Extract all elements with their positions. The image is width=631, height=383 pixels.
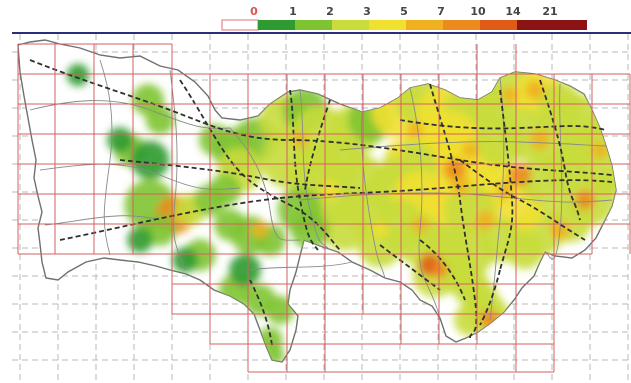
legend-swatch-8	[517, 20, 587, 30]
rail-line	[419, 239, 466, 301]
rail-line	[379, 244, 441, 291]
legend-label-7: 14	[505, 5, 521, 18]
heat-blob	[229, 254, 261, 286]
heat-blob	[474, 114, 526, 166]
heat-blob	[265, 345, 285, 362]
heat-blob	[462, 142, 478, 158]
heat-blob	[290, 210, 330, 250]
heat-blob	[130, 140, 170, 180]
rail-line	[59, 179, 613, 241]
boundary-line	[99, 59, 113, 256]
heat-blob	[265, 295, 295, 325]
legend-label-3: 3	[363, 5, 371, 18]
heat-blob	[412, 217, 428, 233]
boundary-line	[299, 89, 331, 251]
legend-label-6: 10	[470, 5, 486, 18]
legend-label-4: 5	[400, 5, 408, 18]
heat-blob	[145, 105, 175, 135]
internal-boundaries	[29, 59, 613, 321]
legend-swatch-1	[258, 20, 295, 30]
heat-blob	[575, 190, 595, 210]
legend-swatch-7	[480, 20, 517, 30]
heat-blob	[450, 175, 470, 195]
boundary-line	[229, 127, 301, 241]
rail-line	[459, 159, 586, 241]
boundary-line	[29, 100, 231, 129]
boundary-line	[39, 163, 241, 190]
legend-label-0: 0	[250, 5, 258, 18]
grid-solid-lines	[17, 43, 631, 373]
legend-bar	[221, 19, 587, 31]
heat-blob	[560, 130, 600, 170]
heat-blob	[525, 80, 545, 100]
heat-blob	[252, 222, 268, 238]
heat-blob	[372, 222, 388, 238]
heat-blob	[432, 262, 448, 278]
heat-blob	[505, 230, 545, 270]
legend-label-1: 1	[289, 5, 297, 18]
legend-swatch-3	[332, 20, 369, 30]
boundary-line	[361, 111, 386, 279]
rail-line	[249, 279, 273, 346]
rail-line	[304, 99, 331, 191]
heat-blob	[597, 172, 616, 198]
heat-blob	[407, 122, 423, 138]
rail-line	[399, 119, 607, 131]
heat-blob	[127, 227, 153, 253]
legend-label-5: 7	[437, 5, 445, 18]
legend-swatch-4	[369, 20, 406, 30]
rail-line	[499, 89, 514, 271]
boundary-line	[409, 87, 441, 319]
legend-label-2: 2	[326, 5, 334, 18]
legend-swatch-5	[406, 20, 443, 30]
legend-label-8: 21	[542, 5, 558, 18]
heat-blob	[530, 130, 550, 150]
heat-blob	[508, 163, 532, 187]
boundary-line	[299, 192, 613, 203]
color-legend: 0 1 2 3 5 7 10 14 21	[0, 0, 631, 34]
heat-blob	[209, 174, 241, 206]
heat-blob	[454, 304, 486, 336]
rail-line	[179, 79, 341, 251]
rail-line	[429, 83, 478, 339]
boundary-line	[249, 261, 353, 271]
heat-blob	[502, 87, 518, 103]
heat-density-layer	[66, 63, 616, 362]
legend-swatch-2	[295, 20, 332, 30]
rail-line	[29, 59, 613, 176]
heat-blob	[475, 210, 495, 230]
legend-swatch-6	[443, 20, 480, 30]
